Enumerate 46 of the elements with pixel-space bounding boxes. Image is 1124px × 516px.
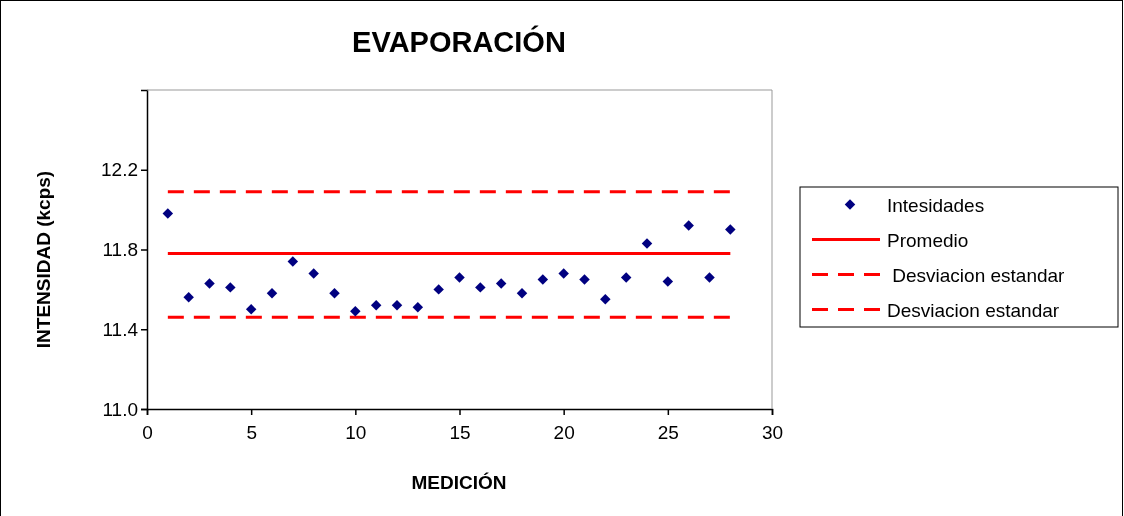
- point: [475, 282, 486, 293]
- y-tick-label: 11.8: [102, 239, 138, 261]
- point: [558, 268, 569, 279]
- y-tick-label: 11.4: [102, 318, 139, 340]
- x-tick-label: 25: [657, 421, 679, 443]
- legend-label: Intesidades: [887, 194, 985, 216]
- point: [162, 208, 174, 219]
- point: [225, 282, 236, 293]
- x-tick-label: 30: [761, 421, 784, 443]
- point: [391, 300, 403, 311]
- x-tick-label: 0: [142, 421, 153, 443]
- point: [245, 304, 257, 315]
- point: [308, 268, 319, 279]
- y-tick-label: 11.0: [102, 398, 138, 420]
- point: [495, 278, 507, 289]
- y-tick-label: 12.2: [101, 159, 138, 181]
- point: [579, 274, 590, 285]
- point: [641, 238, 653, 249]
- point: [454, 272, 465, 283]
- point: [662, 276, 674, 287]
- legend-label: Desviacion estandar: [887, 264, 1066, 286]
- x-tick-label: 10: [345, 421, 367, 443]
- point: [433, 284, 444, 295]
- point: [350, 306, 361, 317]
- point: [266, 288, 278, 299]
- chart-title: EVAPORACIÓN: [352, 25, 566, 58]
- legend-label: Desviacion estandar: [887, 299, 1060, 321]
- point: [725, 224, 736, 235]
- point: [620, 272, 632, 283]
- point: [412, 302, 424, 313]
- point: [600, 294, 611, 305]
- point: [329, 288, 340, 299]
- point: [370, 300, 382, 311]
- point: [287, 256, 299, 267]
- x-axis-title: MEDICIÓN: [411, 472, 507, 493]
- x-tick-label: 15: [449, 421, 471, 443]
- y-axis-title: INTENSIDAD (kcps): [33, 170, 54, 349]
- point: [204, 278, 215, 289]
- point: [537, 274, 549, 285]
- legend-label: Promedio: [887, 229, 969, 251]
- x-tick-label: 5: [246, 421, 257, 443]
- point: [183, 292, 194, 303]
- point: [704, 272, 715, 283]
- point: [516, 288, 528, 299]
- point: [683, 220, 694, 231]
- x-tick-label: 20: [553, 421, 575, 443]
